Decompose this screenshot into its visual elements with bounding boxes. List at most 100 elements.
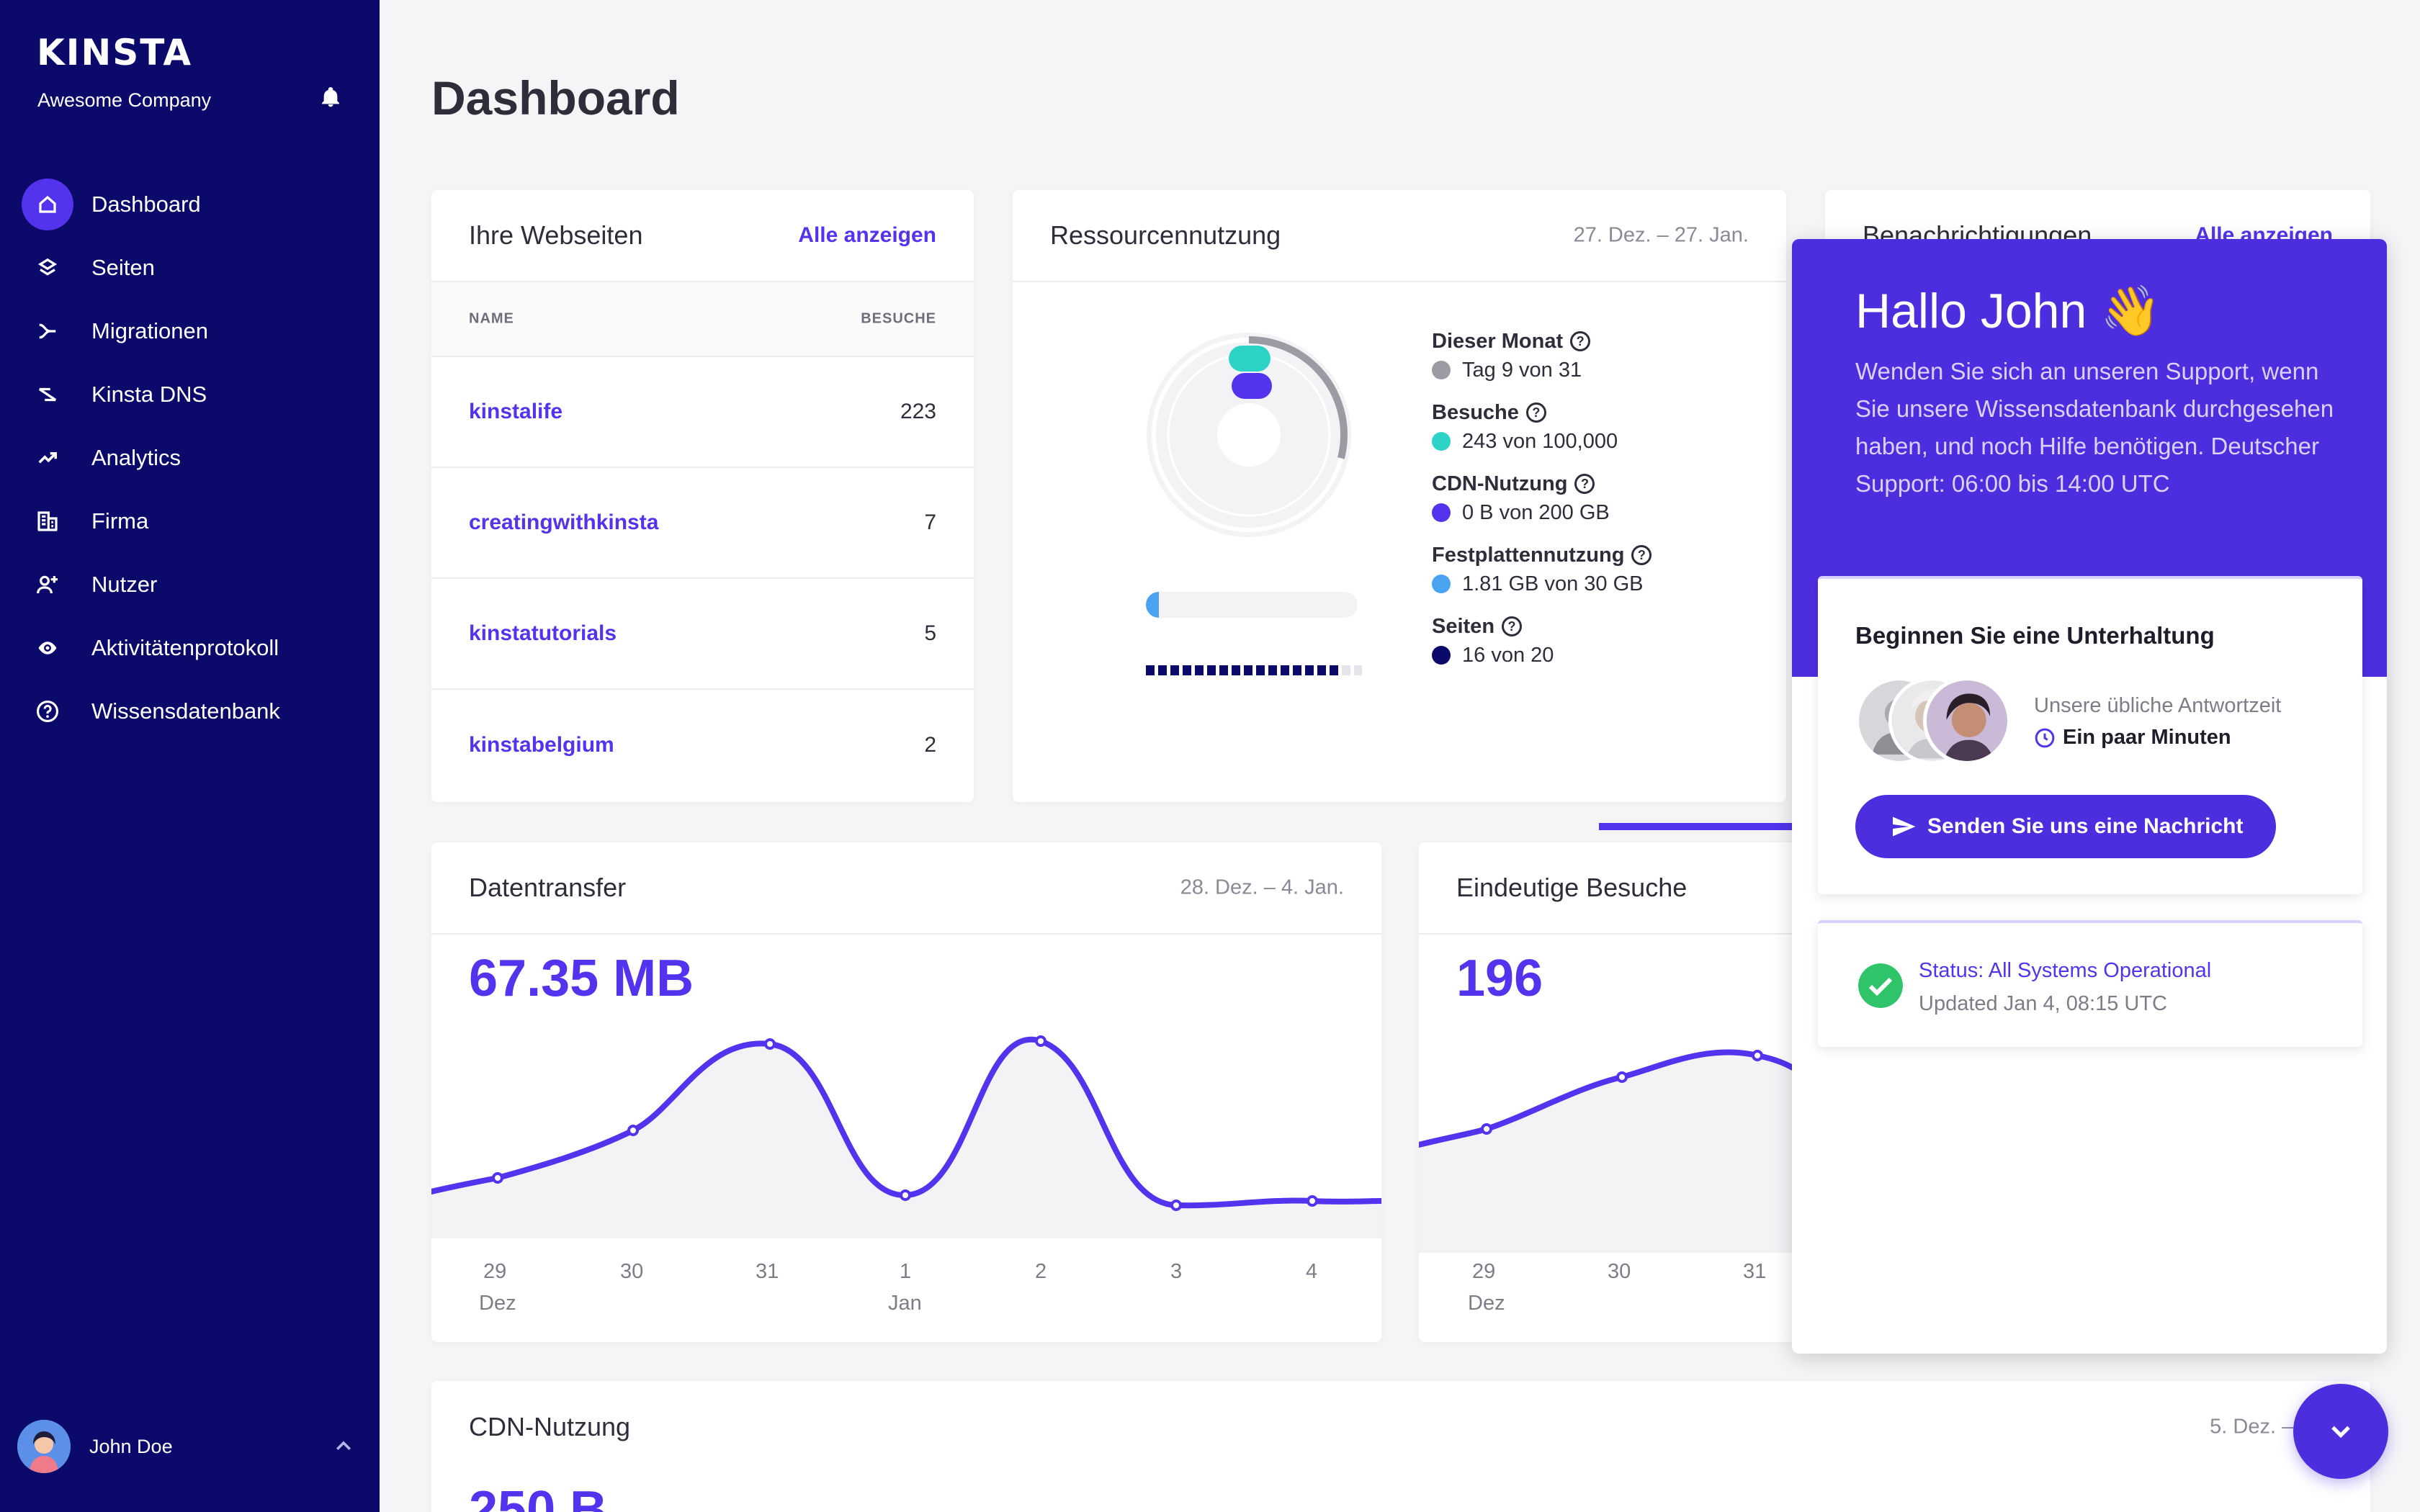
kinsta-logo[interactable]: KINSTA: [37, 32, 193, 73]
resource-item: Dieser Monat? Tag 9 von 31: [1432, 327, 1652, 384]
site-visits: 223: [900, 400, 936, 423]
sidebar-item-nutzer[interactable]: Nutzer: [0, 553, 380, 616]
table-header: NAME BESUCHE: [431, 282, 974, 357]
chat-intro-text: Wenden Sie sich an unseren Support, wenn…: [1855, 358, 2334, 497]
x-label: 31: [1743, 1260, 1767, 1283]
sidebar-item-label: Wissensdatenbank: [91, 698, 280, 724]
resource-label: Dieser Monat: [1432, 329, 1564, 353]
help-icon[interactable]: ?: [1631, 545, 1652, 565]
avatar: [1923, 677, 2011, 765]
table-row[interactable]: kinstalife 223: [431, 357, 974, 468]
support-avatars: [1855, 677, 2014, 766]
resource-value: 243 von 100,000: [1462, 429, 1618, 453]
chat-toggle-button[interactable]: [2293, 1384, 2388, 1479]
websites-card: Ihre Webseiten Alle anzeigen NAME BESUCH…: [431, 190, 974, 802]
x-label: 31: [756, 1260, 779, 1283]
sidebar-item-label: Migrationen: [91, 318, 208, 343]
resource-value: 0 B von 200 GB: [1462, 500, 1610, 524]
pages-usage-bar: [1146, 665, 1362, 675]
chevron-up-icon[interactable]: [333, 1436, 354, 1457]
conversation-card: Beginnen Sie eine Unterhaltung Unsere üb…: [1818, 576, 2362, 894]
help-icon[interactable]: ?: [1570, 331, 1591, 351]
show-all-sites-link[interactable]: Alle anzeigen: [798, 223, 936, 247]
x-label: 3: [1170, 1260, 1183, 1283]
card-title: Eindeutige Besuche: [1456, 873, 1688, 902]
resource-item: Besuche? 243 von 100,000: [1432, 398, 1652, 456]
sidebar-item-analytics[interactable]: Analytics: [0, 426, 380, 490]
support-chat-widget: Hallo John 👋 Wenden Sie sich an unseren …: [1792, 239, 2387, 1354]
site-visits: 2: [924, 733, 936, 757]
x-axis: 29 Dez 30 31 1 Jan 2 3 4: [431, 1260, 1381, 1325]
sidebar-item-label: Nutzer: [91, 572, 158, 597]
date-range[interactable]: 28. Dez. – 4. Jan.: [1180, 876, 1344, 899]
sidebar-nav: Dashboard Seiten Migrationen Kinsta DNS …: [0, 173, 380, 743]
visits-chart: [1419, 1049, 1825, 1253]
send-message-button[interactable]: Senden Sie uns eine Nachricht: [1855, 795, 2276, 858]
system-status-card[interactable]: Status: All Systems Operational Updated …: [1818, 920, 2362, 1047]
home-icon: [22, 179, 73, 230]
eye-icon: [22, 622, 73, 674]
sidebar-item-wissensdatenbank[interactable]: Wissensdatenbank: [0, 680, 380, 743]
send-icon: [1893, 816, 1916, 837]
sidebar-item-aktivitaetenprotokoll[interactable]: Aktivitätenprotokoll: [0, 616, 380, 680]
clock-icon: [2035, 728, 2055, 747]
sidebar-item-firma[interactable]: Firma: [0, 490, 380, 553]
site-visits: 7: [924, 510, 936, 534]
table-row[interactable]: kinstatutorials 5: [431, 579, 974, 690]
card-header: Ressourcennutzung 27. Dez. – 27. Jan.: [1013, 190, 1786, 282]
status-title[interactable]: Status: All Systems Operational: [1919, 959, 2212, 982]
usage-rings: [1147, 333, 1351, 537]
dns-icon: [22, 369, 73, 420]
migration-icon: [22, 305, 73, 357]
add-user-icon: [22, 559, 73, 611]
x-label: 29: [1472, 1260, 1496, 1283]
resource-item: CDN-Nutzung? 0 B von 200 GB: [1432, 469, 1652, 527]
check-circle-icon: [1858, 963, 1903, 1008]
x-label: 2: [1035, 1260, 1047, 1283]
sidebar-item-label: Aktivitätenprotokoll: [91, 635, 279, 660]
sidebar-item-label: Seiten: [91, 255, 155, 280]
resources-card: Ressourcennutzung 27. Dez. – 27. Jan. Di…: [1013, 190, 1786, 802]
help-icon[interactable]: ?: [1574, 474, 1595, 494]
help-icon[interactable]: ?: [1525, 402, 1546, 423]
site-name[interactable]: kinstalife: [469, 400, 563, 423]
response-time-label: Unsere übliche Antwortzeit: [2034, 694, 2282, 717]
cdn-total: 250 B: [469, 1481, 608, 1512]
disk-usage-bar: [1146, 592, 1358, 618]
user-name: John Doe: [89, 1435, 173, 1457]
date-range[interactable]: 27. Dez. – 27. Jan.: [1573, 223, 1749, 247]
site-name[interactable]: kinstabelgium: [469, 733, 614, 757]
x-label: 4: [1306, 1260, 1318, 1283]
card-title: Ihre Webseiten: [469, 220, 643, 250]
company-name[interactable]: Awesome Company: [37, 89, 212, 111]
help-icon: [22, 685, 73, 737]
card-header: CDN-Nutzung 5. Dez. – 4. J: [431, 1381, 2370, 1473]
resource-value: 16 von 20: [1462, 643, 1554, 667]
help-icon[interactable]: ?: [1502, 616, 1523, 636]
site-name[interactable]: creatingwithkinsta: [469, 510, 659, 534]
table-row[interactable]: kinstabelgium 2: [431, 690, 974, 801]
site-name[interactable]: kinstatutorials: [469, 621, 617, 645]
visits-total: 196: [1456, 950, 1543, 1007]
card-header: Eindeutige Besuche: [1419, 842, 2139, 935]
sidebar-item-seiten[interactable]: Seiten: [0, 236, 380, 300]
sidebar-item-migrationen[interactable]: Migrationen: [0, 300, 380, 363]
building-icon: [22, 495, 73, 547]
card-title: CDN-Nutzung: [469, 1412, 631, 1441]
sidebar-item-kinsta-dns[interactable]: Kinsta DNS: [0, 363, 380, 426]
table-row[interactable]: creatingwithkinsta 7: [431, 468, 974, 579]
resource-label: CDN-Nutzung: [1432, 472, 1568, 495]
sidebar-item-label: Kinsta DNS: [91, 382, 207, 407]
avatar: [17, 1420, 71, 1473]
resource-value: 1.81 GB von 30 GB: [1462, 572, 1644, 595]
cdn-usage-card: CDN-Nutzung 5. Dez. – 4. J 250 B: [431, 1381, 2370, 1512]
bell-icon[interactable]: [319, 85, 342, 109]
x-label: 29: [483, 1260, 507, 1283]
sidebar-item-label: Dashboard: [91, 192, 201, 217]
page-title: Dashboard: [431, 71, 680, 125]
user-menu[interactable]: John Doe: [17, 1420, 363, 1473]
card-header: Datentransfer 28. Dez. – 4. Jan.: [431, 842, 1381, 935]
resource-item: Festplattennutzung? 1.81 GB von 30 GB: [1432, 541, 1652, 598]
sidebar-item-dashboard[interactable]: Dashboard: [0, 173, 380, 236]
site-visits: 5: [924, 621, 936, 645]
